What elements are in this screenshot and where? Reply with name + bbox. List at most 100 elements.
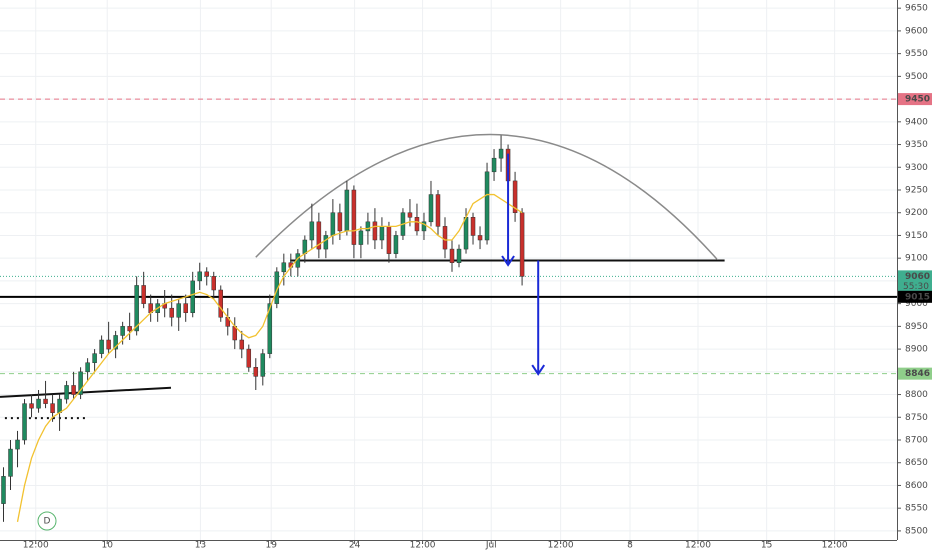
candle-body (92, 353, 97, 363)
candle-body (43, 398, 48, 404)
candle-body (281, 262, 287, 273)
event-marker (37, 511, 57, 531)
y-tick-label: 8550 (905, 504, 928, 514)
axes: 8500855086008650870087508800885089008950… (23, 4, 932, 550)
y-tick-label: 9300 (905, 163, 928, 173)
candle-body (365, 221, 371, 232)
y-tick-label: 8750 (905, 413, 928, 423)
arc (255, 133, 718, 260)
price-label-box (898, 290, 932, 303)
candle-body (456, 248, 462, 263)
x-tick-label: 13 (195, 541, 206, 550)
candle-body (64, 385, 69, 400)
candle-body (386, 226, 392, 254)
candle-body (519, 212, 525, 277)
candle-body (190, 280, 195, 313)
y-tick-label: 8800 (905, 390, 928, 400)
y-tick-label: 9500 (905, 72, 928, 82)
candle-body (260, 353, 266, 377)
candle-body (127, 326, 132, 332)
candle-body (470, 217, 476, 236)
x-tick-label: 12:00 (822, 541, 848, 550)
y-tick-label: 9350 (905, 140, 928, 150)
y-tick-label: 9100 (905, 254, 928, 264)
candle-body (50, 403, 55, 413)
candle-body (218, 289, 223, 318)
x-tick-label: Jul (485, 541, 497, 550)
y-tick-label: 9550 (905, 49, 928, 59)
moving-average (16, 193, 523, 522)
candle-body (379, 226, 385, 241)
candle-body (141, 285, 146, 304)
grid (0, 0, 897, 540)
x-tick-label: 24 (349, 541, 361, 550)
y-tick-label: 9000 (905, 299, 928, 309)
candle-body (435, 194, 441, 227)
candle-body (449, 248, 455, 263)
candle-body (253, 367, 259, 377)
price-label-box (898, 93, 932, 106)
candle-body (15, 439, 20, 450)
candle-body (246, 348, 252, 368)
candle-body (463, 217, 469, 250)
candle-body (337, 212, 343, 232)
price-label-box (898, 270, 932, 293)
candle-body (22, 403, 27, 441)
x-tick-label: 19 (265, 541, 277, 550)
countdown: 55:30 (903, 282, 929, 292)
candle-body (491, 157, 497, 173)
candle-body (239, 339, 245, 350)
candle-body (267, 303, 273, 354)
x-tick-label: 12:00 (548, 541, 574, 550)
candle-body (211, 276, 216, 291)
candle-body (512, 180, 518, 213)
price-label: 9015 (905, 292, 930, 302)
price-label-box (898, 367, 932, 380)
candle-body (71, 385, 76, 395)
candle-body (351, 189, 357, 245)
x-tick-label: 8 (627, 541, 633, 550)
candle-body (274, 271, 280, 304)
candle-body (421, 221, 427, 232)
x-tick-label: 15 (761, 541, 772, 550)
trendline (0, 386, 172, 398)
candle-body (372, 221, 378, 241)
candle-body (204, 271, 209, 277)
candle-body (309, 221, 315, 241)
y-tick-label: 9600 (905, 26, 928, 36)
y-tick-label: 8900 (905, 345, 928, 355)
candle-body (85, 362, 90, 373)
x-tick-label: 10 (101, 541, 113, 550)
candle-body (407, 212, 413, 218)
candle-body (344, 189, 350, 232)
candle-body (8, 448, 13, 477)
candle-body (197, 271, 202, 282)
price-label: 9060 (905, 272, 930, 282)
candle-body (1, 476, 6, 504)
candle-body (302, 239, 308, 254)
candle-body (414, 217, 420, 232)
candle-body (183, 303, 188, 313)
candle-body (442, 226, 448, 250)
candle-body (57, 398, 62, 413)
candle-body (316, 221, 322, 250)
candle-body (428, 194, 434, 223)
arrow-head (501, 255, 515, 267)
y-tick-label: 8700 (905, 436, 928, 446)
y-tick-label: 8650 (905, 458, 928, 468)
candle-body (498, 148, 504, 159)
x-tick-label: 12:00 (23, 541, 49, 550)
candle-body (36, 398, 41, 409)
candle-body (113, 335, 118, 350)
price-label: 8846 (905, 369, 930, 379)
y-tick-label: 9400 (905, 117, 928, 127)
candle-body (29, 403, 34, 409)
candle-body (78, 371, 83, 395)
candle-body (484, 171, 490, 241)
candle-body (358, 230, 364, 245)
y-tick-label: 8500 (905, 526, 928, 536)
y-tick-label: 9250 (905, 186, 928, 196)
candle-body (106, 339, 111, 350)
